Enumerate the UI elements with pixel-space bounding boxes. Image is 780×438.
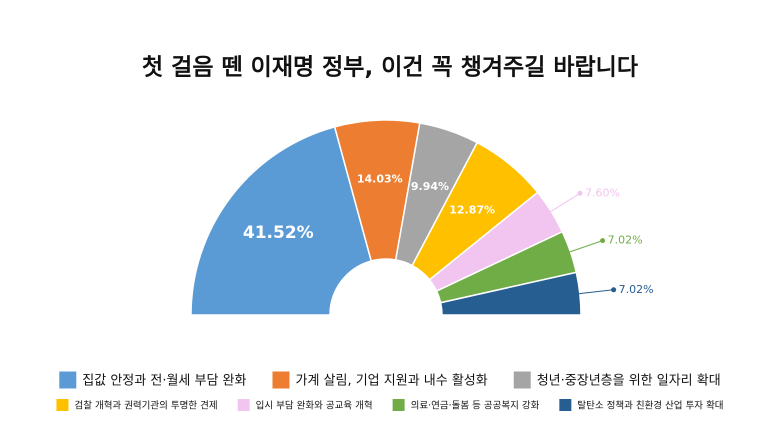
- leader-dot: [600, 238, 606, 244]
- legend-swatch: [559, 399, 572, 411]
- leader-dot: [577, 190, 583, 196]
- data-label: 7.02%: [619, 283, 654, 296]
- leader-line: [545, 192, 581, 215]
- legend-label: 가계 살림, 기업 지원과 내수 활성화: [295, 374, 487, 389]
- legend-label: 입시 부담 완화와 공교육 개혁: [256, 400, 373, 412]
- data-label: 9.94%: [411, 180, 449, 193]
- data-label: 41.52%: [243, 223, 314, 243]
- data-label: 7.02%: [608, 234, 643, 247]
- legend-swatch: [237, 399, 250, 411]
- data-label: 12.87%: [449, 203, 495, 216]
- legend-label: 탈탄소 정책과 친환경 산업 투자 확대: [577, 400, 723, 412]
- wedge: [190, 125, 373, 316]
- data-label: 7.60%: [585, 186, 620, 199]
- legend-swatch: [392, 399, 405, 411]
- legend-label: 청년·중장년층을 위한 일자리 확대: [537, 374, 721, 389]
- legend-swatch: [59, 371, 77, 389]
- leader-line: [564, 240, 603, 255]
- chart-title: 첫 걸음 뗀 이재명 정부, 이건 꼭 챙겨주길 바랍니다: [142, 55, 638, 81]
- leader-line: [573, 289, 614, 295]
- legend-label: 검찰 개혁과 권력기관의 투명한 견제: [74, 400, 217, 412]
- legend-swatch: [513, 371, 531, 389]
- legend-swatch: [272, 371, 290, 389]
- leader-dot: [611, 287, 617, 293]
- legend-swatch: [56, 399, 69, 411]
- data-label: 14.03%: [357, 173, 403, 186]
- legend-label: 집값 안정과 전·월세 부담 완화: [82, 374, 246, 389]
- wedge: [439, 271, 582, 316]
- legend-label: 의료·연금·돌봄 등 공공복지 강화: [411, 401, 540, 412]
